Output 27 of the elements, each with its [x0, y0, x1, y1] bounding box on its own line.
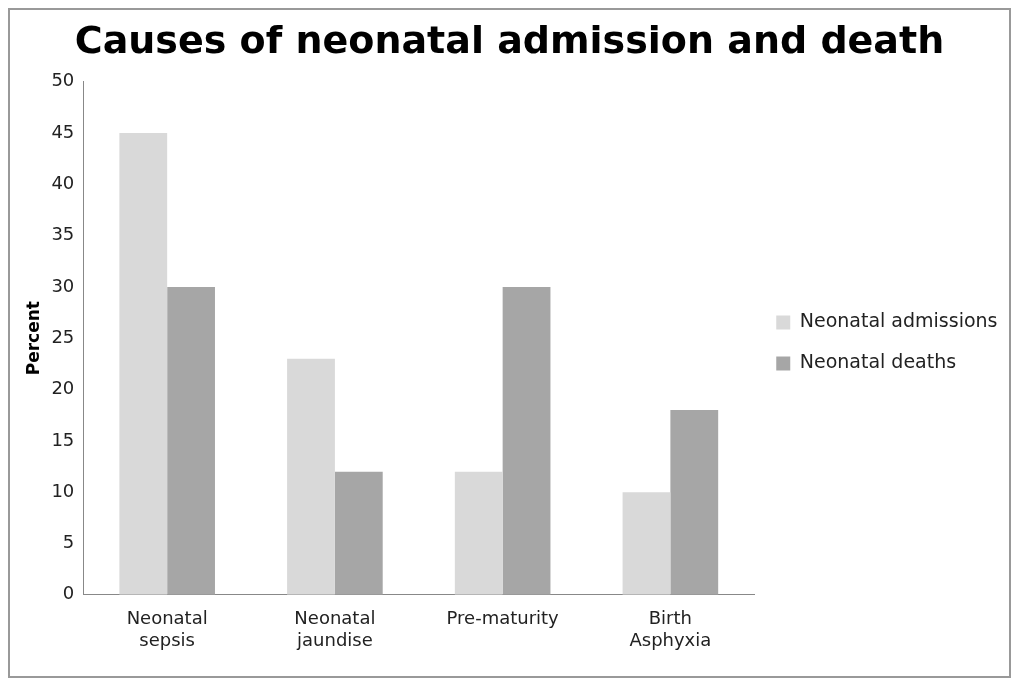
y-tick-label: 10 [51, 479, 75, 501]
bar [119, 132, 168, 595]
y-tick-label: 40 [51, 171, 75, 193]
y-tick-label: 5 [62, 531, 75, 553]
x-tick-label: Pre-maturity [446, 607, 560, 629]
x-tick-label: Neonatal sepsis [126, 607, 208, 650]
y-tick-label: 0 [62, 582, 75, 604]
bar [167, 286, 215, 595]
y-tick-label: 25 [51, 325, 75, 347]
legend-label: Neonatal deaths [799, 350, 957, 373]
y-tick-label: 35 [51, 223, 75, 245]
bar [622, 492, 671, 595]
y-axis-title: Percent [22, 301, 43, 376]
bar [502, 286, 551, 595]
bar [334, 471, 383, 595]
x-tick-label: Neonatal jaundise [294, 607, 376, 650]
y-tick-label: 15 [51, 428, 75, 450]
y-tick-label: 45 [51, 120, 75, 142]
y-tick-label: 30 [51, 274, 75, 296]
y-tick-label: 20 [51, 377, 75, 399]
legend-label: Neonatal admissions [799, 309, 998, 332]
bar [454, 471, 503, 595]
bar [287, 358, 335, 595]
x-tick-label: Birth Asphyxia [629, 607, 712, 650]
chart-title: Causes of neonatal admission and death [74, 17, 945, 62]
bar [670, 410, 719, 595]
y-tick-label: 50 [51, 69, 75, 91]
